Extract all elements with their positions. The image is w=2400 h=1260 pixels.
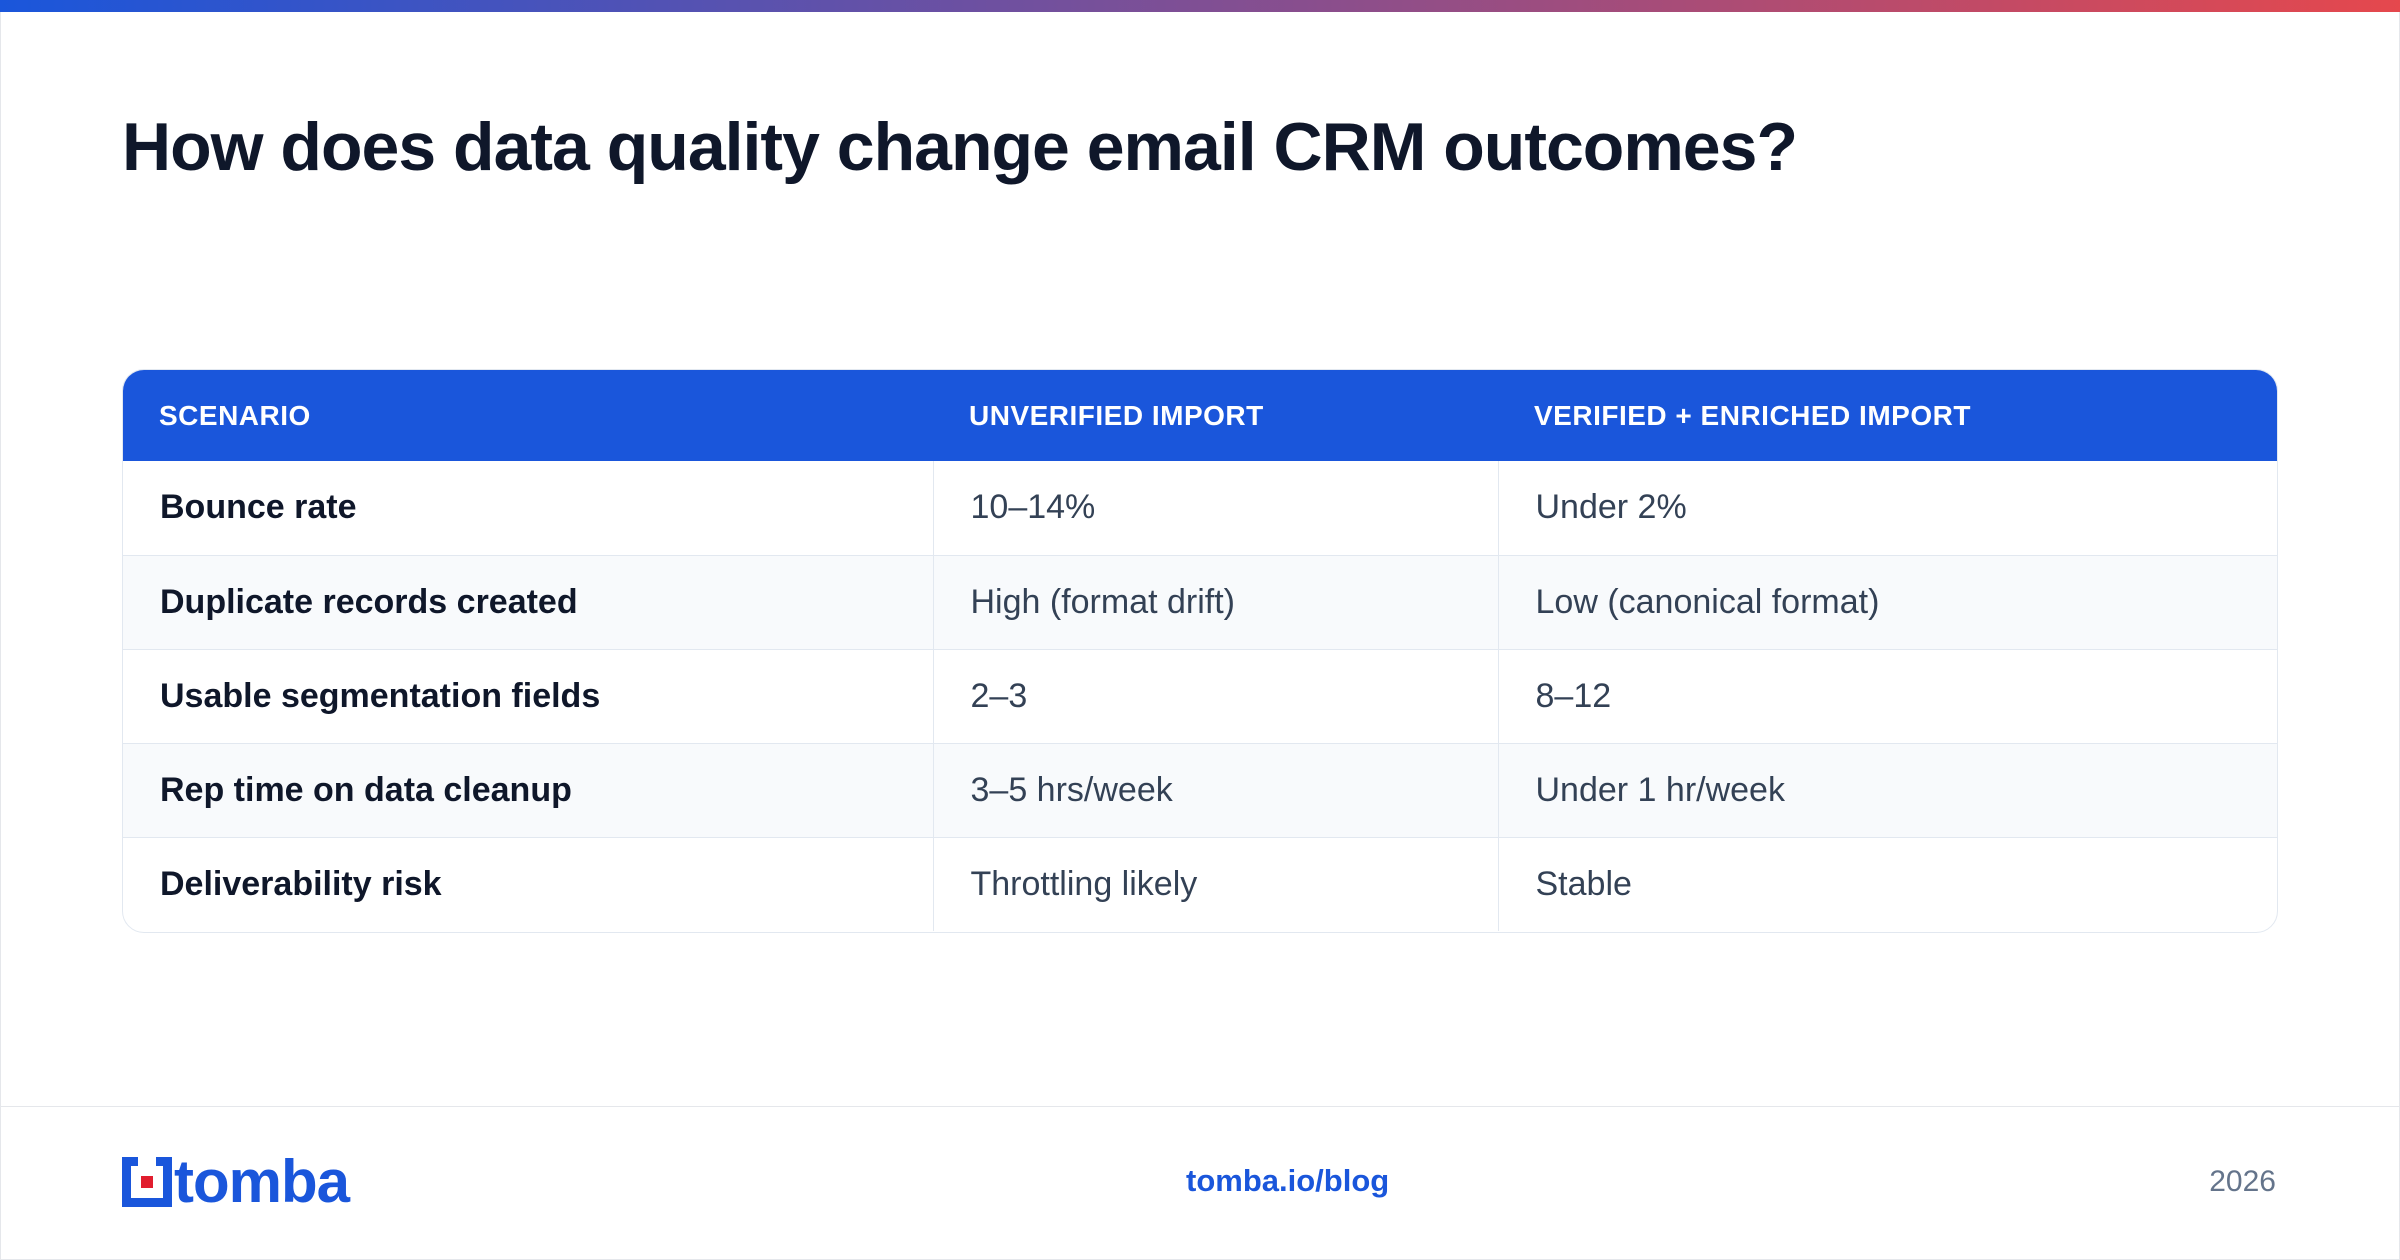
row-scenario-cell: Deliverability risk [123,836,933,931]
footer-divider [0,1106,2400,1107]
row-scenario-cell: Duplicate records created [123,554,933,649]
row-scenario-cell: Bounce rate [160,488,357,527]
row-verified-cell: Under 2% [1497,461,2277,555]
row-unverified-cell: Throttling likely [932,836,1498,931]
table-row: Usable segmentation fields 2–3 8–12 [123,648,2277,743]
comparison-table: SCENARIO UNVERIFIED IMPORT VERIFIED + EN… [123,370,2277,931]
row-verified-cell: 8–12 [1497,648,2277,743]
header-scenario: SCENARIO [159,399,311,431]
header-unverified-import: UNVERIFIED IMPORT [969,399,1264,431]
footer-year: 2026 [2209,1165,2276,1198]
row-unverified-cell: 10–14% [932,461,1498,555]
row-scenario-cell: Usable segmentation fields [123,648,933,743]
row-unverified-cell: 3–5 hrs/week [932,742,1498,837]
tomba-logo-icon [122,1156,172,1207]
row-unverified-cell: High (format drift) [932,554,1498,649]
comparison-table-card: SCENARIO UNVERIFIED IMPORT VERIFIED + EN… [122,369,2278,933]
table-row: Duplicate records created High (format d… [123,554,2277,649]
top-gradient-bar [0,0,2400,12]
header-verified-enriched-import: VERIFIED + ENRICHED IMPORT [1534,399,1971,431]
row-unverified-cell: 2–3 [932,648,1498,743]
table-row: Bounce rate 10–14% Under 2% [123,461,2277,555]
tomba-logo[interactable]: tomba [122,1148,350,1215]
blog-link[interactable]: tomba.io/blog [1186,1163,1390,1198]
logo-wordmark: tomba [174,1148,350,1215]
row-verified-cell: Stable [1497,836,2277,931]
table-row: Deliverability risk Throttling likely St… [123,836,2277,931]
row-verified-cell: Under 1 hr/week [1497,742,2277,837]
table-row: Rep time on data cleanup 3–5 hrs/week Un… [123,742,2277,837]
table-header-row: SCENARIO UNVERIFIED IMPORT VERIFIED + EN… [123,370,2277,461]
row-verified-cell: Low (canonical format) [1497,554,2277,649]
page-title: How does data quality change email CRM o… [122,109,1798,185]
row-scenario-cell: Rep time on data cleanup [123,742,933,837]
